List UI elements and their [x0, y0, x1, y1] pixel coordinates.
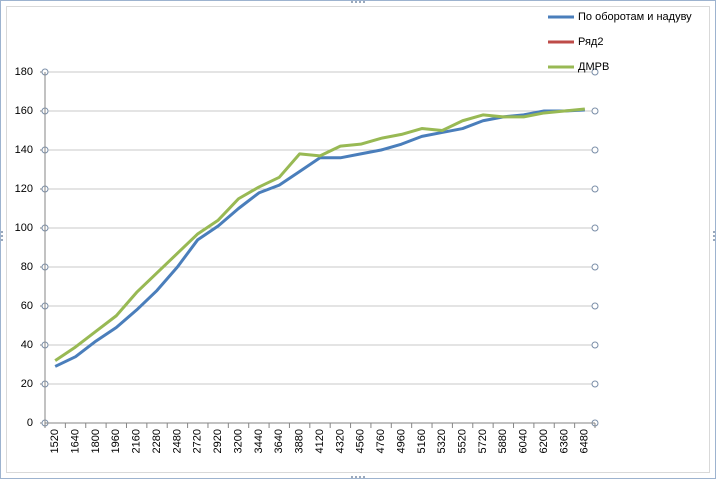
x-tick-label: 5720 [477, 429, 489, 453]
legend-label: По оборотам и надуву [578, 11, 692, 23]
x-tick-label: 2920 [212, 429, 224, 453]
gridline-handle [591, 107, 599, 115]
y-tick-label: 160 [15, 105, 33, 117]
x-tick-label: 6200 [538, 429, 550, 453]
x-tick-label: 4760 [375, 429, 387, 453]
x-tick-label: 1640 [69, 429, 81, 453]
y-tick-label: 180 [15, 66, 33, 78]
x-tick-label: 2720 [192, 429, 204, 453]
y-tick-label: 140 [15, 144, 33, 156]
gridline-handle [591, 302, 599, 310]
chart-area [6, 6, 710, 473]
gridline-handle [591, 146, 599, 154]
x-tick-label: 5520 [456, 429, 468, 453]
x-tick-label: 2160 [131, 429, 143, 453]
x-tick-label: 4120 [314, 429, 326, 453]
y-tick-label: 20 [21, 378, 33, 390]
x-tick-label: 3440 [253, 429, 265, 453]
gridline-handle [591, 263, 599, 271]
x-tick-label: 1520 [49, 429, 61, 453]
x-tick-label: 1800 [90, 429, 102, 453]
y-tick-label: 0 [27, 417, 33, 429]
gridline-handle [591, 68, 599, 76]
series-line [54, 108, 585, 368]
gridline-handle [591, 185, 599, 193]
x-tick-label: 3200 [232, 429, 244, 453]
x-tick-label: 1960 [110, 429, 122, 453]
x-tick-label: 5880 [497, 429, 509, 453]
gridline-handle [591, 341, 599, 349]
x-tick-label: 5160 [416, 429, 428, 453]
x-tick-label: 5320 [436, 429, 448, 453]
x-tick-label: 6360 [558, 429, 570, 453]
x-tick-label: 4560 [355, 429, 367, 453]
x-tick-label: 4960 [395, 429, 407, 453]
x-tick-label: 4320 [334, 429, 346, 453]
x-tick-label: 6040 [518, 429, 530, 453]
gridline-handle [591, 380, 599, 388]
y-tick-label: 60 [21, 300, 33, 312]
y-tick-label: 80 [21, 261, 33, 273]
legend-label: ДМРВ [578, 61, 609, 73]
x-tick-label: 6480 [579, 429, 591, 453]
x-tick-label: 2280 [151, 429, 163, 453]
y-tick-label: 40 [21, 339, 33, 351]
y-tick-label: 100 [15, 222, 33, 234]
series-line [54, 107, 585, 362]
x-tick-label: 2480 [171, 429, 183, 453]
legend-label: Ряд2 [578, 36, 603, 48]
x-tick-label: 3640 [273, 429, 285, 453]
x-tick-label: 3880 [294, 429, 306, 453]
y-tick-label: 120 [15, 183, 33, 195]
gridline-handle [591, 224, 599, 232]
